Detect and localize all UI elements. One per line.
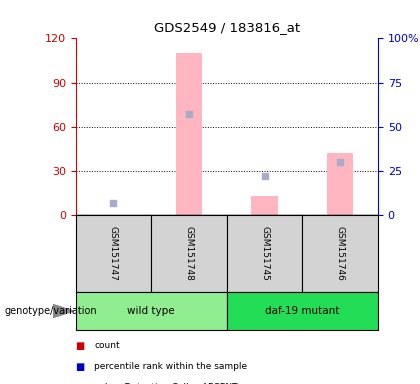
Text: daf-19 mutant: daf-19 mutant xyxy=(265,306,340,316)
Text: wild type: wild type xyxy=(127,306,175,316)
Text: ■: ■ xyxy=(76,341,85,351)
Text: ■: ■ xyxy=(76,383,85,384)
Text: GSM151747: GSM151747 xyxy=(109,226,118,281)
Polygon shape xyxy=(52,304,74,318)
Text: value, Detection Call = ABSENT: value, Detection Call = ABSENT xyxy=(94,383,238,384)
Bar xyxy=(251,196,278,215)
Text: GSM151746: GSM151746 xyxy=(336,226,345,281)
Text: genotype/variation: genotype/variation xyxy=(4,306,97,316)
Bar xyxy=(176,53,202,215)
Text: GSM151745: GSM151745 xyxy=(260,226,269,281)
Text: count: count xyxy=(94,341,120,350)
Bar xyxy=(327,153,353,215)
Title: GDS2549 / 183816_at: GDS2549 / 183816_at xyxy=(154,22,300,35)
Point xyxy=(186,111,192,118)
Point xyxy=(337,159,344,165)
Text: ■: ■ xyxy=(76,362,85,372)
Point xyxy=(110,200,117,206)
Point xyxy=(261,173,268,179)
Text: GSM151748: GSM151748 xyxy=(184,226,194,281)
Text: percentile rank within the sample: percentile rank within the sample xyxy=(94,362,248,371)
